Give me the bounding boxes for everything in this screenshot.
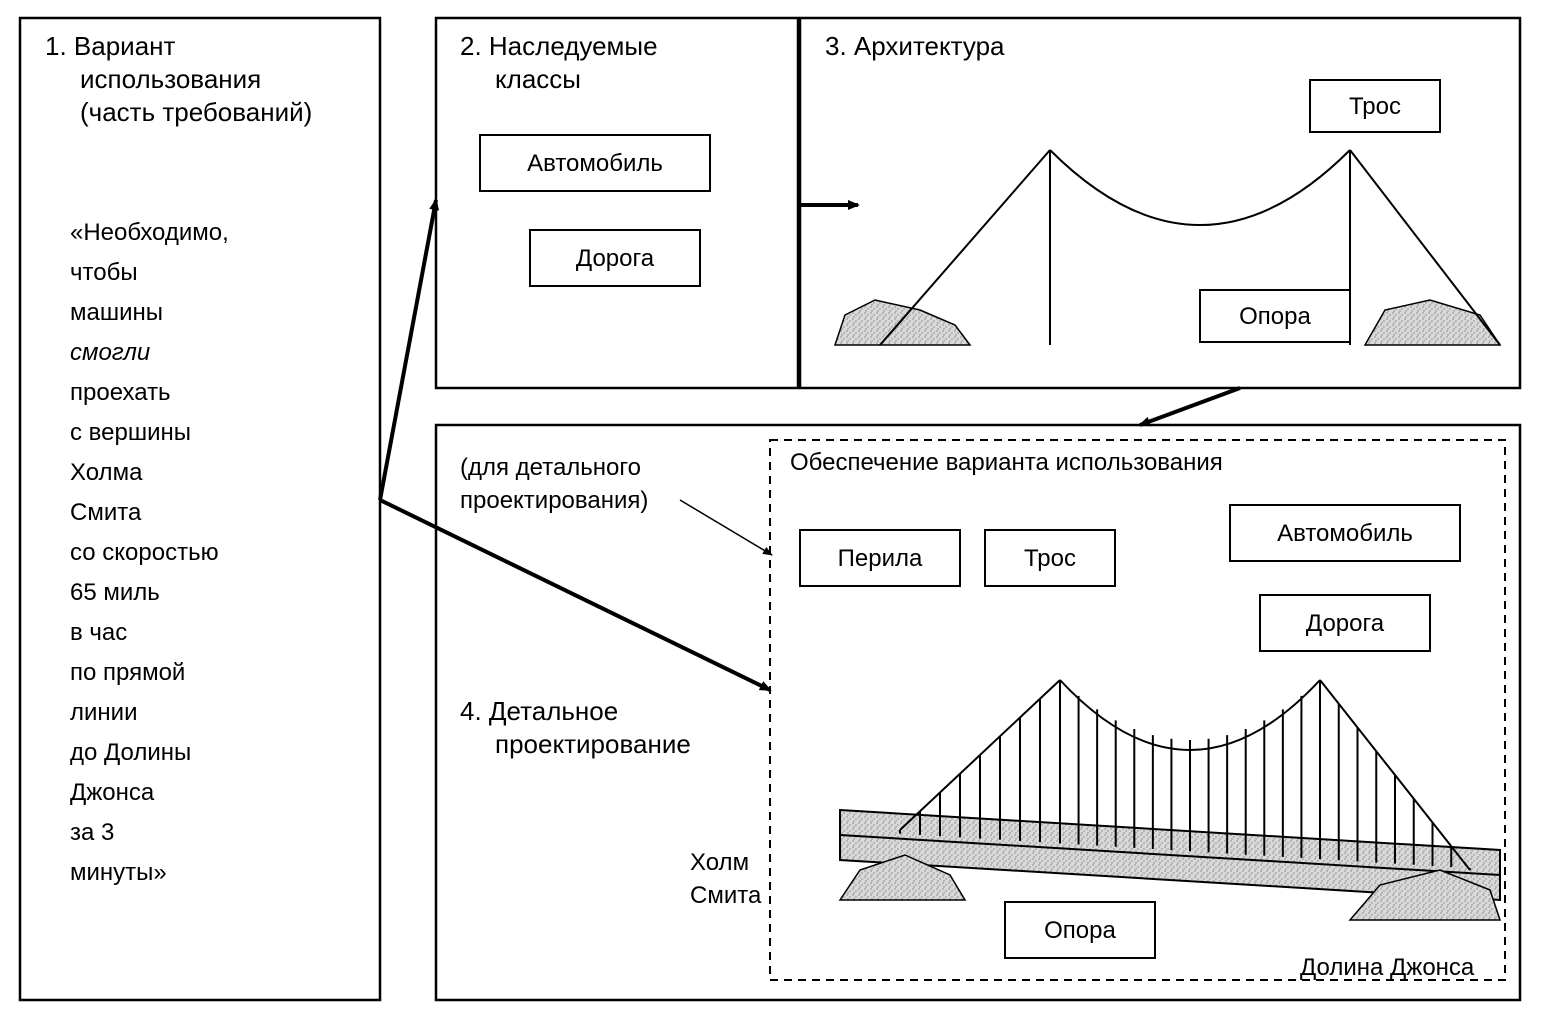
use-case-text-line: в час [70, 619, 127, 646]
arrow-p1-to-p2 [380, 200, 436, 500]
panel4-note-line1: (для детального [460, 454, 641, 481]
use-case-text-line: Смита [70, 499, 142, 526]
panel1-title-line2: использования [80, 64, 261, 94]
label-hill-smith-line1: Холм [690, 849, 749, 876]
panel-use-case: 1. Вариант использования (часть требован… [20, 18, 380, 1000]
use-case-text-line: с вершины [70, 419, 191, 446]
panel2-title-line2: классы [495, 64, 581, 94]
panel4-title-line1: 4. Детальное [460, 696, 618, 726]
class-label-road2: Дорога [1306, 610, 1385, 637]
label-jones-valley: Долина Джонса [1300, 954, 1475, 981]
use-case-text-line: линии [70, 699, 137, 726]
class-label-pier2: Опора [1044, 917, 1116, 944]
panel-architecture: 3. Архитектура Трос Опора [800, 18, 1520, 388]
label-hill-smith-line2: Смита [690, 882, 762, 909]
use-case-text-line: Джонса [70, 779, 155, 806]
class-label-road: Дорога [576, 245, 655, 272]
use-case-text-line: Холма [70, 459, 143, 486]
use-case-text-line: по прямой [70, 659, 185, 686]
use-case-text-line: со скоростью [70, 539, 219, 566]
use-case-text-line: «Необходимо, [70, 219, 229, 246]
diagram-canvas: 1. Вариант использования (часть требован… [0, 0, 1560, 1020]
panel-detailed-design: (для детального проектирования) 4. Детал… [436, 425, 1520, 1000]
class-label-pier: Опора [1239, 303, 1311, 330]
panel1-title-line3: (часть требований) [80, 97, 312, 127]
dashed-box-title: Обеспечение варианта использования [790, 449, 1223, 476]
panel3-title: 3. Архитектура [825, 31, 1005, 61]
use-case-text-line: чтобы [70, 259, 138, 286]
use-case-text-line: смогли [70, 339, 150, 366]
use-case-text-line: машины [70, 299, 163, 326]
class-label-rail: Перила [838, 545, 923, 572]
use-case-text-line: за 3 [70, 819, 114, 846]
class-label-auto2: Автомобиль [1277, 520, 1413, 547]
panel-inherited-classes: 2. Наследуемые классы Автомобиль Дорога [436, 18, 798, 388]
panel1-title-line1: 1. Вариант [45, 31, 176, 61]
panel4-note-line2: проектирования) [460, 487, 648, 514]
class-label-cable2: Трос [1024, 545, 1076, 572]
arrow-p3-to-p4 [1140, 388, 1240, 425]
panel2-title-line1: 2. Наследуемые [460, 31, 658, 61]
class-label-auto: Автомобиль [527, 150, 663, 177]
use-case-text-line: 65 миль [70, 579, 160, 606]
use-case-text-line: минуты» [70, 859, 167, 886]
class-label-cable: Трос [1349, 93, 1401, 120]
panel4-title-line2: проектирование [495, 729, 691, 759]
use-case-text-line: проехать [70, 379, 171, 406]
use-case-text-line: до Долины [70, 739, 191, 766]
